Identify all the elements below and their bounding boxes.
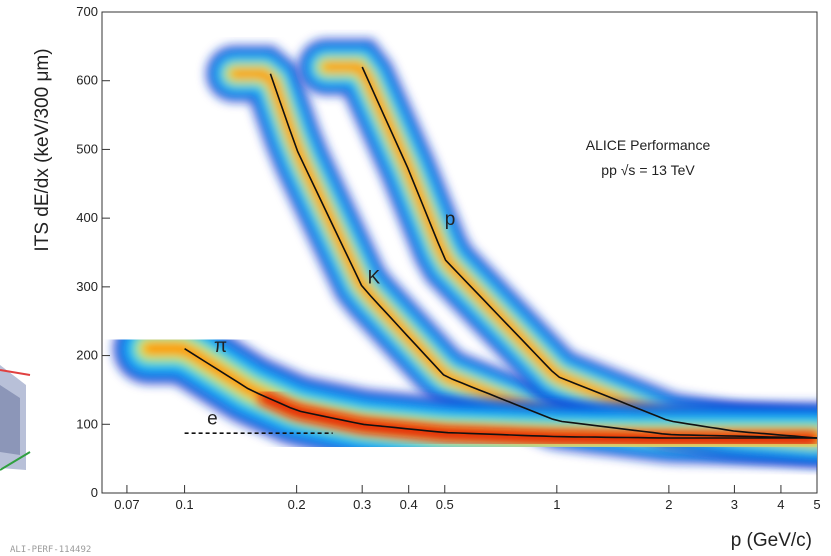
curve-labels: π Kp e bbox=[207, 209, 455, 429]
x-tick-label-0: 0.07 bbox=[114, 497, 139, 512]
curve-label-0: π bbox=[214, 336, 227, 357]
y-axis-ticks: 0 100 200 300 400 500 600 700 bbox=[76, 4, 110, 500]
x-tick-label-10: 5 bbox=[813, 497, 820, 512]
band-curves bbox=[184, 66, 817, 439]
x-tick-label-2: 0.2 bbox=[288, 497, 306, 512]
detector-graphic-fragment bbox=[0, 365, 31, 471]
x-tick-label-5: 0.5 bbox=[436, 497, 454, 512]
x-tick-label-9: 4 bbox=[777, 497, 784, 512]
y-axis-label: ITS dE/dx (keV/300 μm) bbox=[32, 48, 53, 251]
y-tick-label-7: 700 bbox=[76, 4, 98, 19]
x-tick-label-1: 0.1 bbox=[176, 497, 194, 512]
x-axis-ticks: 0.07 0.1 0.2 0.3 0.4 0.5 1 2 3 4 5 bbox=[114, 485, 821, 512]
y-tick-label-1: 100 bbox=[76, 416, 98, 431]
x-tick-label-4: 0.4 bbox=[400, 497, 418, 512]
annotation-line-1: ALICE Performance bbox=[586, 137, 711, 153]
curve-label-3: e bbox=[207, 408, 218, 429]
annotation-line-2: pp √s = 13 TeV bbox=[601, 162, 695, 178]
curve-label-2: p bbox=[445, 209, 456, 230]
y-tick-label-3: 300 bbox=[76, 279, 98, 294]
y-tick-label-5: 500 bbox=[76, 141, 98, 156]
curve-label-1: K bbox=[367, 267, 380, 288]
x-tick-label-8: 3 bbox=[731, 497, 738, 512]
y-tick-label-0: 0 bbox=[91, 485, 98, 500]
x-tick-label-3: 0.3 bbox=[353, 497, 371, 512]
band-curve-1 bbox=[269, 73, 817, 439]
density-core bbox=[257, 389, 817, 447]
y-tick-label-4: 400 bbox=[76, 210, 98, 225]
y-tick-label-2: 200 bbox=[76, 348, 98, 363]
band-curve-0 bbox=[184, 348, 817, 439]
reference-id: ALI-PERF-114492 bbox=[10, 545, 91, 555]
y-tick-label-6: 600 bbox=[76, 73, 98, 88]
x-tick-label-7: 2 bbox=[665, 497, 672, 512]
x-tick-label-6: 1 bbox=[553, 497, 560, 512]
x-axis-label: p (GeV/c) bbox=[731, 530, 812, 551]
band-curve-2 bbox=[361, 66, 817, 439]
